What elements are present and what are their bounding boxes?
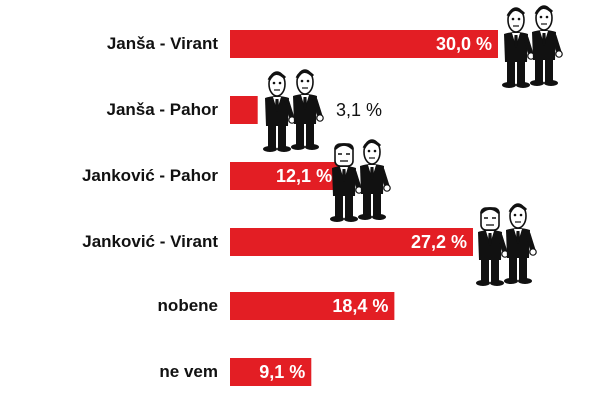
category-label: Janković - Pahor	[81, 166, 218, 185]
value-label: 12,1 %	[276, 166, 333, 186]
bar	[230, 358, 312, 386]
category-label: ne vem	[159, 362, 218, 381]
category-label: Janković - Virant	[82, 232, 218, 251]
value-label: 3,1 %	[336, 100, 383, 120]
bar	[230, 228, 473, 256]
bar	[230, 292, 395, 320]
bar	[230, 30, 498, 58]
cartoon-figures	[263, 69, 324, 152]
bar	[230, 162, 339, 190]
cartoon-figures	[330, 139, 391, 222]
value-label: 9,1 %	[259, 362, 306, 382]
category-label: Janša - Pahor	[106, 100, 219, 119]
value-label: 18,4 %	[332, 296, 389, 316]
value-label: 30,0 %	[435, 34, 492, 54]
category-label: nobene	[157, 296, 218, 315]
category-label: Janša - Virant	[106, 34, 218, 53]
bar	[230, 96, 258, 124]
cartoon-figures	[476, 203, 537, 286]
cartoon-figures	[502, 5, 563, 88]
value-label: 27,2 %	[410, 232, 467, 252]
